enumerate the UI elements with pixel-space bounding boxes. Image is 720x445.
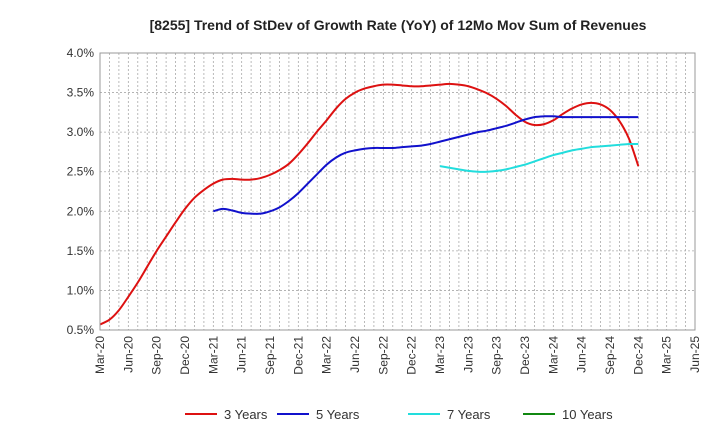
- chart-title: [8255] Trend of StDev of Growth Rate (Yo…: [150, 17, 647, 33]
- x-tick-label: Jun-24: [575, 336, 589, 373]
- x-tick-label: Sep-22: [376, 336, 390, 375]
- x-tick-label: Sep-23: [490, 336, 504, 375]
- legend-label-3-years: 3 Years: [224, 407, 268, 422]
- y-tick-label: 3.5%: [67, 86, 95, 100]
- grid-layer: [100, 53, 695, 330]
- x-tick-label: Sep-20: [150, 336, 164, 375]
- y-tick-label: 4.0%: [67, 46, 95, 60]
- x-tick-label: Mar-24: [546, 336, 560, 374]
- x-tick-label: Dec-22: [405, 336, 419, 375]
- y-tick-label: 0.5%: [67, 323, 95, 337]
- axis-layer: 0.5% 1.0% 1.5% 2.0% 2.5% 3.0% 3.5% 4.0% Mar-20 Ju…: [67, 46, 702, 375]
- x-tick-label: Dec-23: [518, 336, 532, 375]
- x-tick-label: Jun-21: [235, 336, 249, 373]
- x-tick-label: Mar-21: [206, 336, 220, 374]
- x-tick-label: Dec-21: [291, 336, 305, 375]
- y-tick-label: 2.5%: [67, 165, 95, 179]
- series-layer: [99, 82, 640, 326]
- y-tick-label: 2.0%: [67, 204, 95, 218]
- x-tick-label: Jun-25: [688, 336, 702, 373]
- legend-label-7-years: 7 Years: [447, 407, 491, 422]
- series-line-7-years: [439, 142, 639, 173]
- y-tick-label: 3.0%: [67, 125, 95, 139]
- series-line-5-years: [213, 115, 639, 215]
- legend-label-5-years: 5 Years: [316, 407, 360, 422]
- y-tick-label: 1.5%: [67, 244, 95, 258]
- x-tick-label: Sep-21: [263, 336, 277, 375]
- x-tick-label: Mar-25: [660, 336, 674, 374]
- legend: 3 Years 5 Years 7 Years 10 Years: [185, 407, 613, 422]
- x-tick-label: Dec-24: [631, 336, 645, 375]
- x-tick-label: Mar-23: [433, 336, 447, 374]
- series-line-3-years: [99, 82, 640, 326]
- x-tick-label: Dec-20: [178, 336, 192, 375]
- x-tick-label: Sep-24: [603, 336, 617, 375]
- x-tick-label: Jun-22: [348, 336, 362, 373]
- y-tick-label: 1.0%: [67, 283, 95, 297]
- x-tick-label: Jun-20: [121, 336, 135, 373]
- legend-label-10-years: 10 Years: [562, 407, 613, 422]
- plot-frame: [99, 52, 696, 331]
- x-tick-label: Mar-20: [93, 336, 107, 374]
- x-tick-label: Jun-23: [461, 336, 475, 373]
- x-tick-label: Mar-22: [320, 336, 334, 374]
